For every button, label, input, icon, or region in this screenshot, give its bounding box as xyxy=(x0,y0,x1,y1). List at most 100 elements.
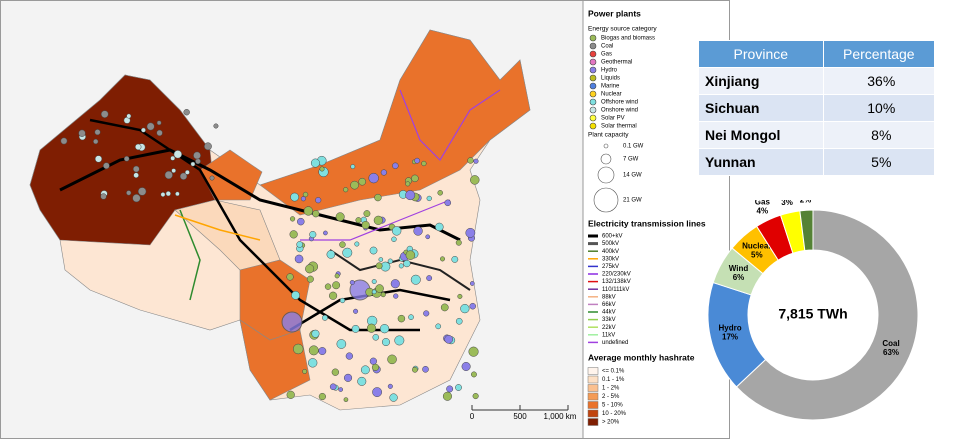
legend-label: 5 - 10% xyxy=(602,403,623,409)
plant-marker xyxy=(297,217,305,226)
plant-marker xyxy=(342,247,353,258)
plant-marker xyxy=(132,194,141,203)
plant-marker xyxy=(170,155,176,161)
legend-heading: Electricity transmission lines xyxy=(588,218,706,228)
legend-swatch xyxy=(589,34,597,42)
plant-marker xyxy=(444,335,454,344)
plant-marker xyxy=(460,303,470,314)
gansu xyxy=(199,149,263,201)
plant-marker xyxy=(437,190,443,196)
plant-marker xyxy=(351,324,360,333)
segment-name: Coal xyxy=(882,339,899,348)
plant-marker xyxy=(319,166,325,172)
legend-swatch xyxy=(589,98,597,106)
plant-marker xyxy=(140,127,146,133)
legend-size xyxy=(600,153,612,165)
plant-marker xyxy=(357,376,367,386)
plant-marker xyxy=(309,231,317,239)
legend-swatch xyxy=(587,367,599,375)
plant-marker xyxy=(336,339,347,349)
plant-marker xyxy=(360,365,370,375)
plant-marker xyxy=(405,181,411,187)
plant-marker xyxy=(442,391,452,401)
plant-marker xyxy=(473,158,479,164)
segment-name: Gas xyxy=(755,200,771,206)
segment-value: 5% xyxy=(751,250,763,259)
plant-marker xyxy=(361,220,370,230)
legend-label: 275kV xyxy=(602,264,619,270)
plant-marker xyxy=(156,120,162,126)
plant-marker xyxy=(471,371,477,378)
plant-marker xyxy=(372,387,383,398)
plant-marker xyxy=(183,109,190,116)
legend-swatch xyxy=(589,42,597,50)
plant-marker xyxy=(379,324,390,334)
legend-heading: Power plants xyxy=(588,8,641,18)
plant-marker xyxy=(332,281,341,290)
plant-marker xyxy=(440,303,449,312)
plant-marker xyxy=(137,187,147,196)
legend-label: 10 - 20% xyxy=(602,411,627,417)
plant-marker xyxy=(60,137,68,145)
plant-marker xyxy=(164,170,173,180)
plant-marker xyxy=(390,279,400,289)
plant-marker xyxy=(103,162,110,170)
map: 0 500 1,000 km Power plants Energy source… xyxy=(0,0,730,439)
legend-label: 1 - 2% xyxy=(602,386,620,392)
plant-marker xyxy=(451,255,459,263)
plant-marker xyxy=(326,250,336,259)
legend-label: 132/138kV xyxy=(602,279,631,285)
transmission-line xyxy=(174,214,261,241)
segment-name: Hydro xyxy=(718,324,741,333)
scale-label: 0 xyxy=(470,412,475,421)
plant-marker xyxy=(303,206,314,216)
plant-marker xyxy=(296,241,303,248)
plant-marker xyxy=(308,358,318,368)
plant-marker xyxy=(421,160,427,167)
table-row: Nei Mongol 8% xyxy=(698,121,936,149)
plant-marker xyxy=(405,250,416,260)
plant-marker xyxy=(372,334,380,341)
legend-label: > 20% xyxy=(602,420,620,426)
legend-swatch xyxy=(589,66,597,74)
table-row: Yunnan 5% xyxy=(698,148,936,176)
plant-marker xyxy=(457,293,463,299)
plant-marker xyxy=(467,157,474,164)
table-cell: 36% xyxy=(822,67,936,95)
legend-label: 88kV xyxy=(602,294,616,300)
plant-marker xyxy=(398,263,404,269)
table-row: Sichuan 10% xyxy=(698,94,936,122)
plant-marker xyxy=(391,226,402,236)
plant-marker xyxy=(324,283,332,290)
plant-marker xyxy=(345,352,353,360)
transmission-line xyxy=(399,89,501,161)
table-header: Province Percentage xyxy=(698,40,936,68)
legend-swatch xyxy=(587,392,599,401)
plant-marker xyxy=(461,362,471,371)
plant-marker xyxy=(410,274,421,285)
plant-marker xyxy=(358,177,367,186)
plant-marker xyxy=(126,190,132,196)
legend-label: 220/230kV xyxy=(602,272,631,278)
header-cell: Percentage xyxy=(822,40,936,68)
table-row: Xinjiang 36% xyxy=(698,67,936,95)
legend-swatch xyxy=(587,375,599,384)
segment-value: 63% xyxy=(883,348,899,357)
plant-marker xyxy=(311,329,320,338)
plant-marker xyxy=(78,129,86,137)
plant-marker xyxy=(323,230,328,236)
plant-marker xyxy=(368,172,379,184)
legend-swatch xyxy=(589,114,597,122)
legend-label: Geothermal xyxy=(601,60,632,66)
plant-marker xyxy=(455,239,462,246)
plant-marker xyxy=(171,168,177,174)
legend-label: Hydro xyxy=(601,68,618,74)
legend: Power plants Energy source category Biogas… xyxy=(587,8,706,426)
plant-marker xyxy=(349,280,355,285)
table-cell: 8% xyxy=(822,121,936,149)
plant-marker xyxy=(318,392,326,401)
plant-marker xyxy=(381,338,390,347)
plant-marker xyxy=(369,246,378,255)
legend-size xyxy=(603,143,609,149)
segment-value: 3% xyxy=(781,200,793,207)
